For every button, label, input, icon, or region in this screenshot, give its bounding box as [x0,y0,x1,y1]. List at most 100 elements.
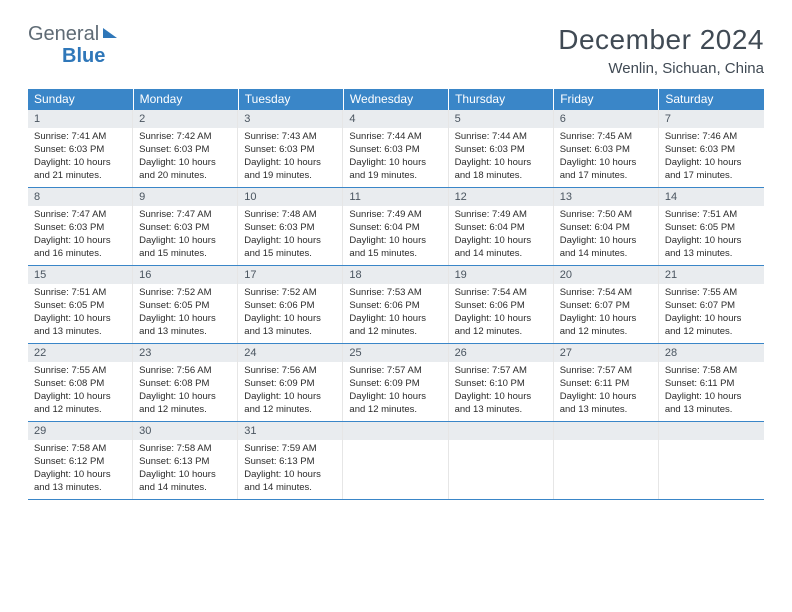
calendar-cell: 11Sunrise: 7:49 AMSunset: 6:04 PMDayligh… [343,188,448,266]
logo-triangle-icon [103,28,117,38]
month-title: December 2024 [558,24,764,56]
cell-inner: 27Sunrise: 7:57 AMSunset: 6:11 PMDayligh… [554,344,659,421]
calendar-cell: 3Sunrise: 7:43 AMSunset: 6:03 PMDaylight… [238,110,343,188]
weekday-header: Sunday [28,89,133,110]
day-number: 15 [28,266,132,284]
cell-inner: 4Sunrise: 7:44 AMSunset: 6:03 PMDaylight… [343,110,448,187]
day-number: 20 [554,266,658,284]
day-number-empty [343,422,447,440]
cell-inner: 18Sunrise: 7:53 AMSunset: 6:06 PMDayligh… [343,266,448,343]
calendar-cell: 21Sunrise: 7:55 AMSunset: 6:07 PMDayligh… [659,266,764,344]
day-number: 9 [133,188,237,206]
cell-inner: 8Sunrise: 7:47 AMSunset: 6:03 PMDaylight… [28,188,133,265]
day-number: 11 [343,188,447,206]
cell-inner: 6Sunrise: 7:45 AMSunset: 6:03 PMDaylight… [554,110,659,187]
day-number: 18 [343,266,447,284]
calendar-row: 8Sunrise: 7:47 AMSunset: 6:03 PMDaylight… [28,188,764,266]
day-number: 16 [133,266,237,284]
cell-inner: 13Sunrise: 7:50 AMSunset: 6:04 PMDayligh… [554,188,659,265]
day-number: 26 [449,344,553,362]
day-number: 25 [343,344,447,362]
day-data: Sunrise: 7:56 AMSunset: 6:09 PMDaylight:… [238,362,342,420]
cell-inner: 12Sunrise: 7:49 AMSunset: 6:04 PMDayligh… [449,188,554,265]
calendar-cell: 25Sunrise: 7:57 AMSunset: 6:09 PMDayligh… [343,344,448,422]
cell-inner: 22Sunrise: 7:55 AMSunset: 6:08 PMDayligh… [28,344,133,421]
day-data: Sunrise: 7:58 AMSunset: 6:11 PMDaylight:… [659,362,764,420]
cell-inner: 29Sunrise: 7:58 AMSunset: 6:12 PMDayligh… [28,422,133,499]
day-number: 27 [554,344,658,362]
calendar-cell: 22Sunrise: 7:55 AMSunset: 6:08 PMDayligh… [28,344,133,422]
day-data: Sunrise: 7:54 AMSunset: 6:06 PMDaylight:… [449,284,553,342]
calendar-cell: 4Sunrise: 7:44 AMSunset: 6:03 PMDaylight… [343,110,448,188]
cell-inner: 26Sunrise: 7:57 AMSunset: 6:10 PMDayligh… [449,344,554,421]
calendar-cell: 19Sunrise: 7:54 AMSunset: 6:06 PMDayligh… [449,266,554,344]
day-number: 4 [343,110,447,128]
calendar-cell: 14Sunrise: 7:51 AMSunset: 6:05 PMDayligh… [659,188,764,266]
day-data: Sunrise: 7:58 AMSunset: 6:13 PMDaylight:… [133,440,237,498]
logo-text: General [28,24,117,44]
cell-inner: 3Sunrise: 7:43 AMSunset: 6:03 PMDaylight… [238,110,343,187]
cell-inner: 10Sunrise: 7:48 AMSunset: 6:03 PMDayligh… [238,188,343,265]
day-data: Sunrise: 7:44 AMSunset: 6:03 PMDaylight:… [343,128,447,186]
day-data: Sunrise: 7:42 AMSunset: 6:03 PMDaylight:… [133,128,237,186]
cell-inner: 21Sunrise: 7:55 AMSunset: 6:07 PMDayligh… [659,266,764,343]
day-number: 29 [28,422,132,440]
day-number: 12 [449,188,553,206]
calendar-cell: 17Sunrise: 7:52 AMSunset: 6:06 PMDayligh… [238,266,343,344]
cell-inner: 15Sunrise: 7:51 AMSunset: 6:05 PMDayligh… [28,266,133,343]
cell-inner [554,422,659,499]
day-data: Sunrise: 7:57 AMSunset: 6:11 PMDaylight:… [554,362,658,420]
day-number: 21 [659,266,764,284]
logo: General Blue [28,24,117,66]
day-data: Sunrise: 7:56 AMSunset: 6:08 PMDaylight:… [133,362,237,420]
calendar-cell [343,422,448,500]
cell-inner [449,422,554,499]
day-data: Sunrise: 7:53 AMSunset: 6:06 PMDaylight:… [343,284,447,342]
day-data: Sunrise: 7:59 AMSunset: 6:13 PMDaylight:… [238,440,342,498]
day-data: Sunrise: 7:52 AMSunset: 6:06 PMDaylight:… [238,284,342,342]
calendar-cell: 18Sunrise: 7:53 AMSunset: 6:06 PMDayligh… [343,266,448,344]
day-number: 31 [238,422,342,440]
cell-inner [659,422,764,499]
day-data: Sunrise: 7:57 AMSunset: 6:09 PMDaylight:… [343,362,447,420]
calendar-cell: 13Sunrise: 7:50 AMSunset: 6:04 PMDayligh… [554,188,659,266]
cell-inner: 17Sunrise: 7:52 AMSunset: 6:06 PMDayligh… [238,266,343,343]
day-data: Sunrise: 7:52 AMSunset: 6:05 PMDaylight:… [133,284,237,342]
calendar-head: SundayMondayTuesdayWednesdayThursdayFrid… [28,89,764,110]
day-number: 28 [659,344,764,362]
calendar-cell: 27Sunrise: 7:57 AMSunset: 6:11 PMDayligh… [554,344,659,422]
day-data: Sunrise: 7:47 AMSunset: 6:03 PMDaylight:… [133,206,237,264]
day-number: 3 [238,110,342,128]
calendar-cell: 6Sunrise: 7:45 AMSunset: 6:03 PMDaylight… [554,110,659,188]
cell-inner: 24Sunrise: 7:56 AMSunset: 6:09 PMDayligh… [238,344,343,421]
day-number: 2 [133,110,237,128]
calendar-cell: 28Sunrise: 7:58 AMSunset: 6:11 PMDayligh… [659,344,764,422]
calendar-cell: 2Sunrise: 7:42 AMSunset: 6:03 PMDaylight… [133,110,238,188]
calendar-cell: 30Sunrise: 7:58 AMSunset: 6:13 PMDayligh… [133,422,238,500]
calendar-cell: 20Sunrise: 7:54 AMSunset: 6:07 PMDayligh… [554,266,659,344]
weekday-header: Saturday [659,89,764,110]
day-data: Sunrise: 7:55 AMSunset: 6:07 PMDaylight:… [659,284,764,342]
cell-inner: 7Sunrise: 7:46 AMSunset: 6:03 PMDaylight… [659,110,764,187]
calendar-body: 1Sunrise: 7:41 AMSunset: 6:03 PMDaylight… [28,110,764,500]
logo-line2: Blue [28,46,105,66]
day-number-empty [659,422,764,440]
calendar-cell: 29Sunrise: 7:58 AMSunset: 6:12 PMDayligh… [28,422,133,500]
calendar-cell: 15Sunrise: 7:51 AMSunset: 6:05 PMDayligh… [28,266,133,344]
day-number: 17 [238,266,342,284]
page-header: General Blue December 2024 Wenlin, Sichu… [28,24,764,77]
day-data: Sunrise: 7:57 AMSunset: 6:10 PMDaylight:… [449,362,553,420]
day-data: Sunrise: 7:51 AMSunset: 6:05 PMDaylight:… [659,206,764,264]
cell-inner: 20Sunrise: 7:54 AMSunset: 6:07 PMDayligh… [554,266,659,343]
calendar-cell: 31Sunrise: 7:59 AMSunset: 6:13 PMDayligh… [238,422,343,500]
calendar-cell: 26Sunrise: 7:57 AMSunset: 6:10 PMDayligh… [449,344,554,422]
cell-inner: 11Sunrise: 7:49 AMSunset: 6:04 PMDayligh… [343,188,448,265]
day-data: Sunrise: 7:45 AMSunset: 6:03 PMDaylight:… [554,128,658,186]
weekday-header: Wednesday [343,89,448,110]
day-number: 23 [133,344,237,362]
weekday-header: Monday [133,89,238,110]
cell-inner: 9Sunrise: 7:47 AMSunset: 6:03 PMDaylight… [133,188,238,265]
title-block: December 2024 Wenlin, Sichuan, China [558,24,764,77]
day-data: Sunrise: 7:46 AMSunset: 6:03 PMDaylight:… [659,128,764,186]
calendar-cell [659,422,764,500]
